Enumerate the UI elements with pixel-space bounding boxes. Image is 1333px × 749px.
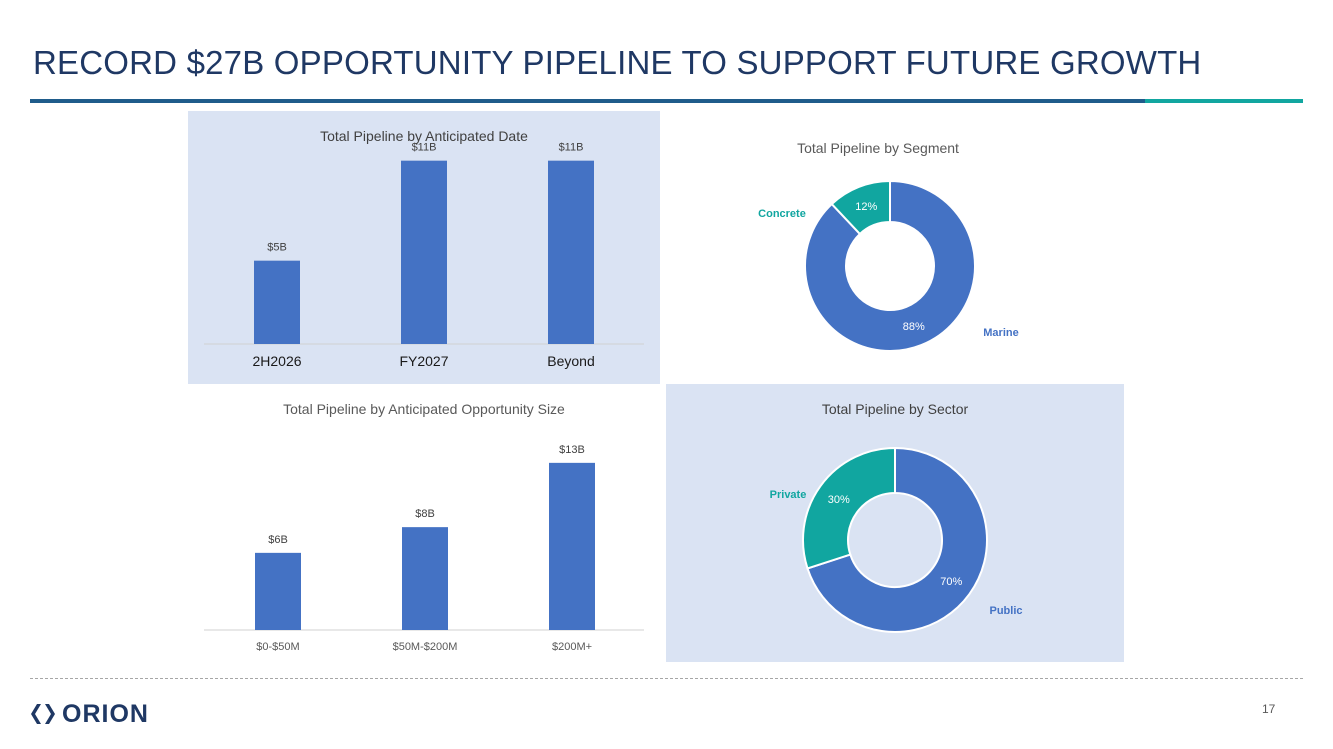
orion-logo: ORION [30,699,149,728]
slice-category-label: Concrete [758,208,806,220]
slice-category-label: Public [989,605,1022,617]
title-underline [30,99,1145,103]
slice-percent-label: 12% [855,201,877,213]
data-label: $5B [267,242,287,254]
x-tick-label: 2H2026 [252,353,301,369]
bar-FY2027 [401,160,447,344]
bar-chart-date: $5B 2H2026 $11B FY2027 $11B Beyond [204,142,644,369]
chart-title: Total Pipeline by Anticipated Opportunit… [283,401,565,417]
chart-title: Total Pipeline by Segment [797,140,959,156]
chart-title: Total Pipeline by Sector [821,401,969,417]
bar-chart-size: $6B $0-$50M $8B $50M-$200M $13B $200M+ [204,444,644,653]
x-tick-label: $200M+ [552,641,592,653]
orion-logo-wordmark: ORION [62,699,149,728]
title-underline-accent [1145,99,1303,103]
donut-chart-segment: 88% Marine 12% Concrete [758,179,1019,352]
slice-category-label: Private [770,489,807,501]
chart-pipeline-by-sector: Total Pipeline by Sector 70% Public 30% Pri… [666,384,1124,662]
slice-category-label: Marine [983,327,1018,339]
slice-Concrete [830,179,891,236]
data-label: $11B [559,142,584,154]
data-label: $13B [559,444,585,456]
chart-title: Total Pipeline by Anticipated Date [320,128,528,144]
slice-Public [806,446,988,633]
bar-Beyond [548,160,594,344]
chart-pipeline-by-size: Total Pipeline by Anticipated Opportunit… [188,386,660,661]
data-label: $6B [268,534,288,546]
bar-$200M+ [549,462,595,630]
chart-pipeline-by-date: Total Pipeline by Anticipated Date $5B 2H… [188,111,660,384]
slice-percent-label: 88% [903,321,925,333]
slice-percent-label: 70% [940,576,962,588]
donut-chart-sector: 70% Public 30% Private [770,446,1023,633]
x-tick-label: $50M-$200M [393,641,458,653]
x-tick-label: FY2027 [399,353,448,369]
data-label: $11B [412,142,437,154]
page-number: 17 [1262,702,1276,716]
footer-divider [30,678,1303,679]
x-tick-label: Beyond [547,353,594,369]
slice-Marine [804,179,976,352]
bar-$50M-$200M [402,527,448,630]
slide-title: RECORD $27B OPPORTUNITY PIPELINE TO SUPP… [33,44,1202,81]
bar-$0-$50M [255,552,301,630]
x-tick-label: $0-$50M [256,641,299,653]
slice-percent-label: 30% [828,494,850,506]
data-label: $8B [415,508,435,520]
slice-Private [802,446,896,570]
orion-logo-mark-icon [31,704,55,724]
bar-2H2026 [254,260,300,344]
chart-pipeline-by-segment: Total Pipeline by Segment 88% Marine 12% Co… [668,126,1088,376]
